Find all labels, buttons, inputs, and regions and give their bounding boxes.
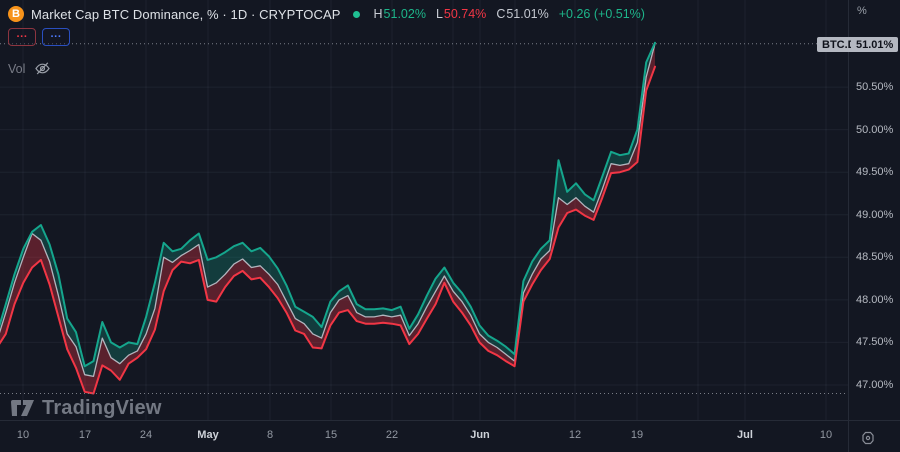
volume-label[interactable]: Vol [8,61,26,76]
market-status-icon[interactable] [352,10,360,18]
chart-legend: B Market Cap BTC Dominance, % · 1D · CRY… [8,5,645,23]
close-value: 51.01% [506,7,549,21]
time-axis-label: Jul [737,429,753,441]
axis-separator-vertical [848,0,849,452]
time-axis-label: 22 [385,429,399,441]
price-axis-unit: % [857,5,867,17]
price-axis-label: 49.00% [856,208,894,221]
price-axis[interactable]: 50.50% 50.00% 49.50% 49.00% 48.50% 48.00% 47.5… [849,0,900,420]
axis-separator-horizontal [0,420,900,421]
change-value: +0.26 (+0.51%) [558,7,645,21]
volume-indicator-row: Vol [8,61,51,76]
eye-hidden-icon[interactable] [34,61,51,76]
high-label: H [373,7,383,21]
close-low-fill [0,43,655,394]
time-axis-label: 10 [819,429,833,441]
time-axis-label: May [197,429,219,441]
time-axis[interactable]: 10 17 24 May 8 15 22 Jun 12 19 Jul 10 [0,421,900,452]
price-axis-label: 50.50% [856,81,894,94]
high-line-series [0,41,656,368]
time-axis-label: 8 [266,429,274,441]
price-axis-label: 48.50% [856,251,894,264]
time-settings-button[interactable] [858,429,878,447]
time-axis-label: 12 [568,429,582,441]
tradingview-watermark: TradingView [10,397,162,420]
price-axis-label: 47.00% [856,378,894,391]
watermark-text: TradingView [42,397,162,419]
time-axis-label: Jun [470,429,490,441]
last-price-badge: 51.01% [851,37,899,52]
symbol-badge: BTC.D [817,37,861,52]
gear-icon [862,431,874,445]
time-axis-label: 17 [78,429,92,441]
low-label: L [435,7,443,21]
close-line-series [0,43,656,378]
price-axis-label: 50.00% [856,123,894,136]
low-line-series [0,65,656,395]
symbol-title[interactable]: Market Cap BTC Dominance, % · 1D · CRYPT… [31,6,341,22]
collapsed-indicator-blue-button[interactable]: ··· [42,28,70,46]
ohlc-values: H 51.02% L 50.74% C 51.01% +0.26 (+0.51%) [374,7,645,21]
time-axis-label: 15 [324,429,338,441]
collapsed-indicators: ··· ··· [8,28,70,46]
high-value: 51.02% [383,7,426,21]
bitcoin-icon: B [8,6,24,22]
time-axis-label: 10 [16,429,30,441]
time-axis-label: 19 [630,429,644,441]
price-axis-label: 49.50% [856,166,894,179]
collapsed-indicator-red-button[interactable]: ··· [8,28,36,46]
low-value: 50.74% [443,7,487,21]
price-axis-label: 47.50% [856,336,894,349]
price-axis-label: 48.00% [856,293,894,306]
time-axis-label: 24 [139,429,153,441]
tradingview-logo-icon [11,399,34,416]
close-label: C [496,7,506,21]
